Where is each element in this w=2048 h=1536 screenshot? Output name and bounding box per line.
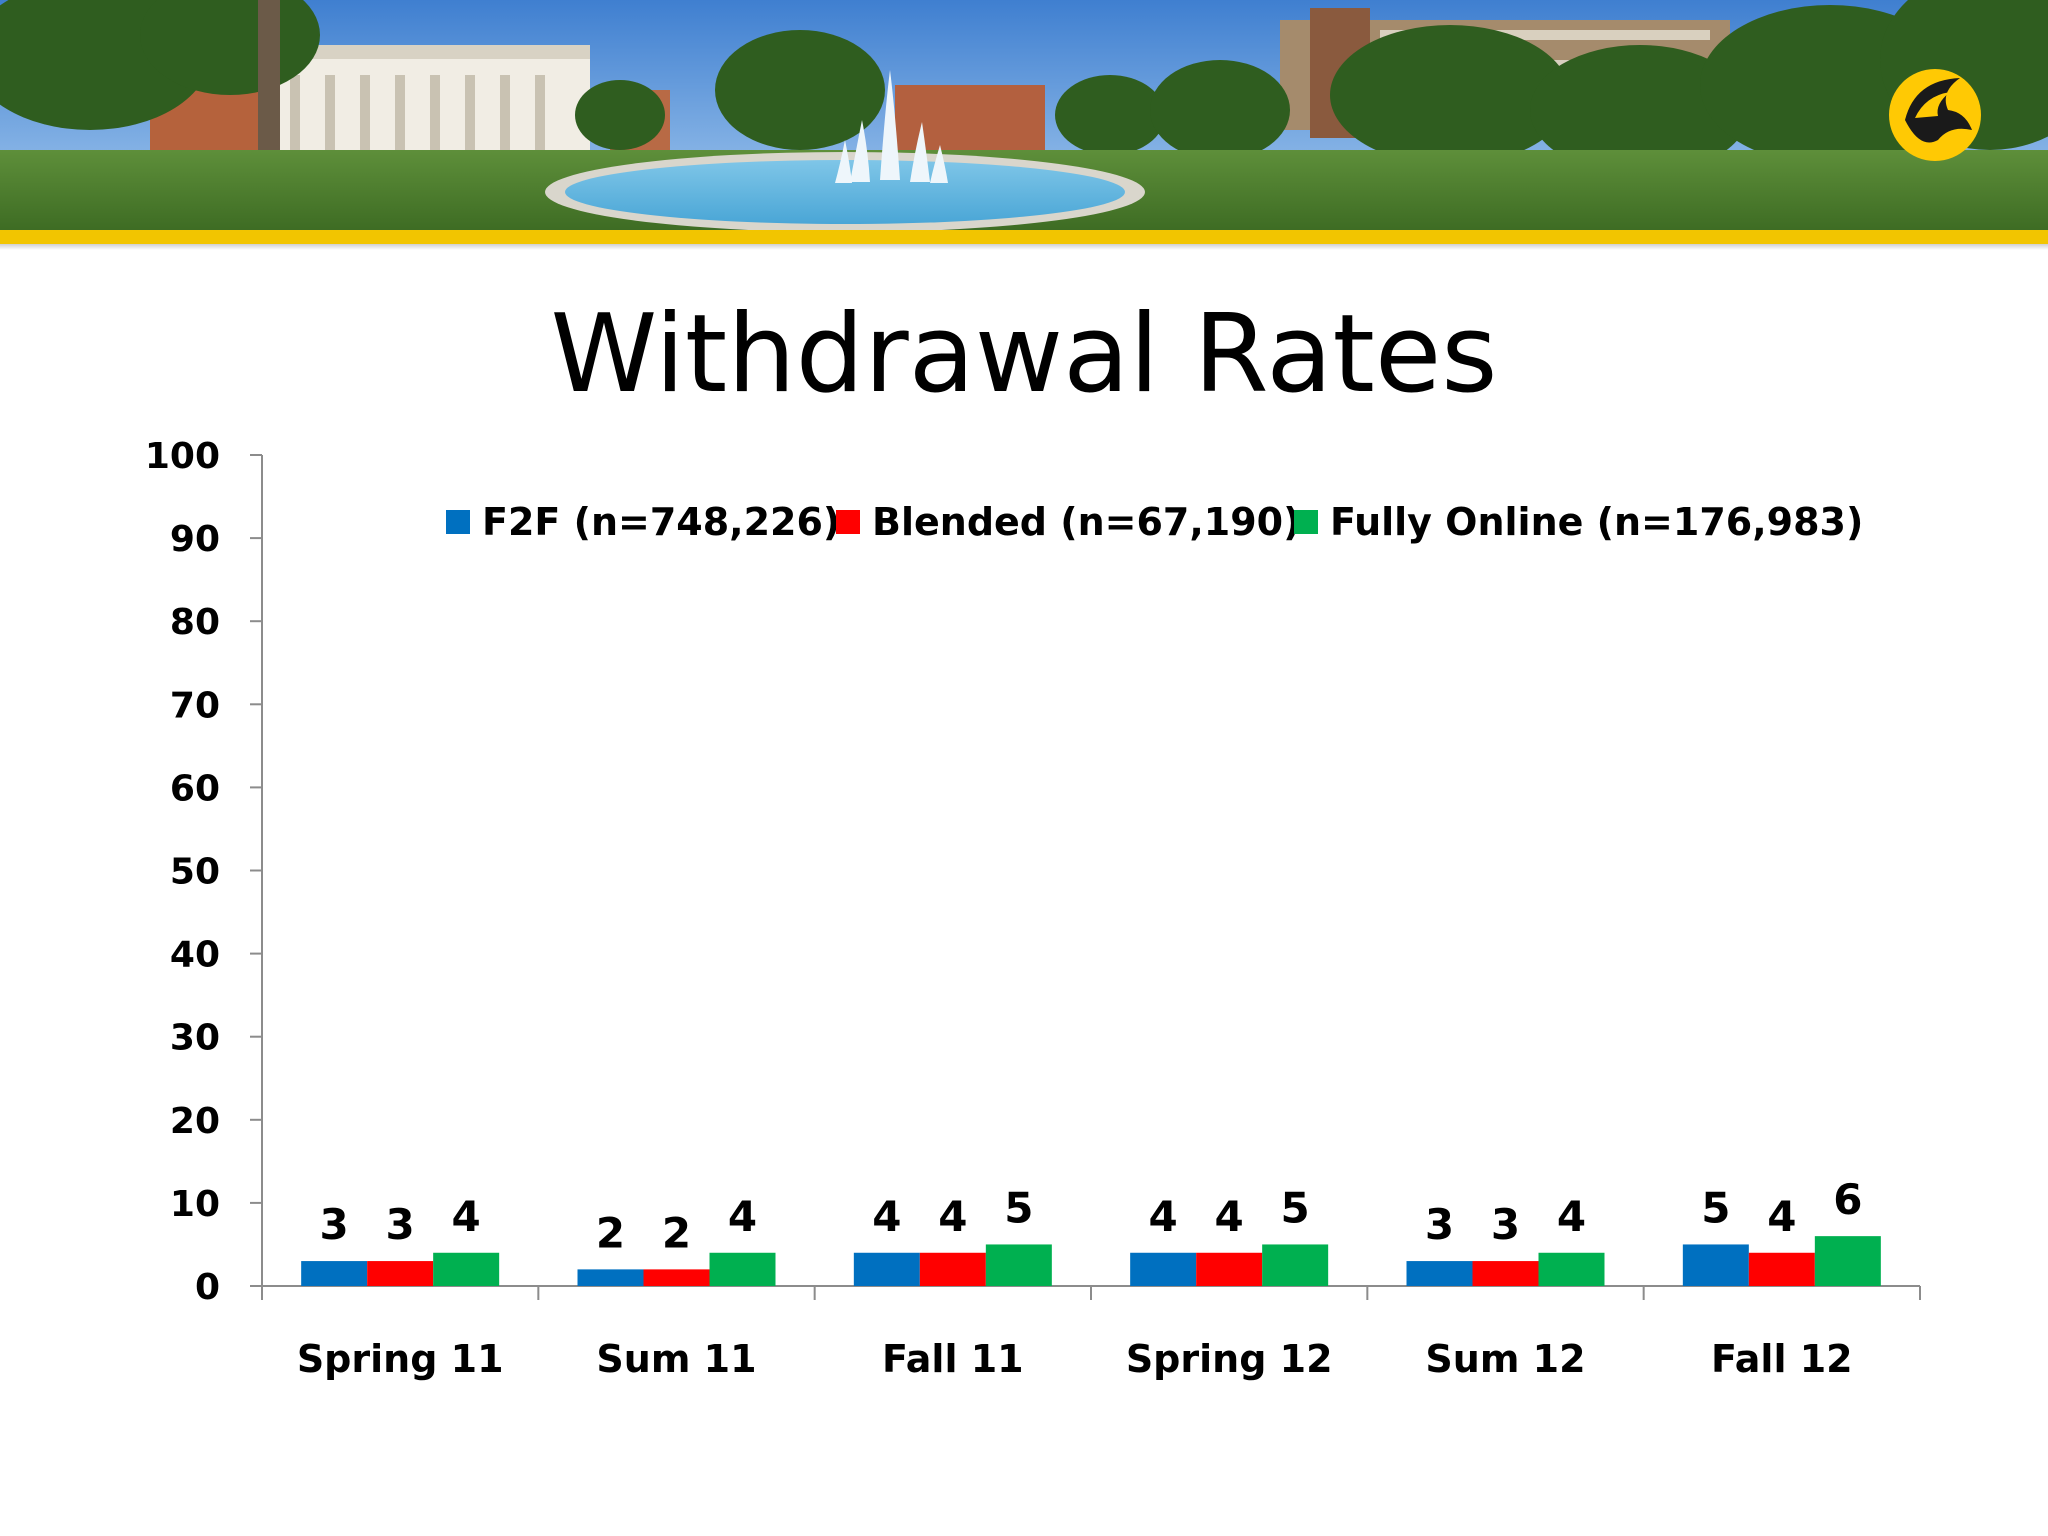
x-category-label: Spring 11 <box>297 1337 504 1381</box>
bar <box>709 1252 776 1286</box>
data-label: 4 <box>1215 1192 1244 1241</box>
data-label: 3 <box>386 1200 415 1249</box>
legend-swatch <box>1294 510 1318 534</box>
x-category-label: Fall 12 <box>1711 1337 1853 1381</box>
bar <box>1262 1244 1329 1286</box>
bar <box>1682 1244 1749 1286</box>
data-label: 3 <box>1491 1200 1520 1249</box>
bar <box>1196 1252 1263 1286</box>
bar <box>433 1252 500 1286</box>
bar <box>1130 1252 1197 1286</box>
data-label: 5 <box>1004 1183 1033 1232</box>
bar <box>367 1261 434 1286</box>
data-label: 2 <box>662 1208 691 1257</box>
y-tick-label: 30 <box>170 1018 220 1059</box>
data-label: 4 <box>1767 1192 1796 1241</box>
data-label: 6 <box>1833 1175 1862 1224</box>
y-tick-label: 60 <box>170 768 220 809</box>
data-label: 4 <box>1557 1192 1586 1241</box>
data-label: 5 <box>1281 1183 1310 1232</box>
bar <box>853 1252 920 1286</box>
data-label: 5 <box>1701 1183 1730 1232</box>
legend-entry: F2F (n=748,226) <box>482 500 840 544</box>
bar <box>1472 1261 1539 1286</box>
campus-banner <box>0 0 2048 250</box>
data-label: 4 <box>1149 1192 1178 1241</box>
y-tick-label: 40 <box>170 935 220 976</box>
y-tick-label: 90 <box>170 519 220 560</box>
bar <box>1538 1252 1605 1286</box>
y-tick-label: 70 <box>170 685 220 726</box>
bar <box>1406 1261 1473 1286</box>
data-label: 4 <box>872 1192 901 1241</box>
data-label: 2 <box>596 1208 625 1257</box>
legend-swatch <box>446 510 470 534</box>
x-category-label: Spring 12 <box>1126 1337 1333 1381</box>
data-label: 4 <box>938 1192 967 1241</box>
y-tick-label: 0 <box>195 1267 220 1308</box>
campus-fountain-photo <box>0 0 2048 250</box>
bar <box>1814 1236 1881 1286</box>
x-category-label: Fall 11 <box>882 1337 1024 1381</box>
pegasus-logo-icon <box>1889 69 1981 161</box>
bar <box>577 1269 644 1286</box>
y-tick-label: 80 <box>170 602 220 643</box>
y-tick-label: 20 <box>170 1101 220 1142</box>
legend-swatch <box>836 510 860 534</box>
bar <box>985 1244 1052 1286</box>
y-tick-label: 10 <box>170 1184 220 1225</box>
legend-entry: Blended (n=67,190) <box>872 500 1300 544</box>
bar <box>1748 1252 1815 1286</box>
data-label: 3 <box>320 1200 349 1249</box>
page-title: Withdrawal Rates <box>550 292 1498 417</box>
y-tick-label: 100 <box>145 436 220 477</box>
x-category-label: Sum 11 <box>596 1337 756 1381</box>
data-label: 4 <box>452 1192 481 1241</box>
data-label: 4 <box>728 1192 757 1241</box>
x-category-label: Sum 12 <box>1425 1337 1585 1381</box>
bar <box>643 1269 710 1286</box>
y-tick-label: 50 <box>170 852 220 893</box>
bar <box>919 1252 986 1286</box>
data-label: 3 <box>1425 1200 1454 1249</box>
legend-entry: Fully Online (n=176,983) <box>1330 500 1863 544</box>
bar <box>301 1261 368 1286</box>
